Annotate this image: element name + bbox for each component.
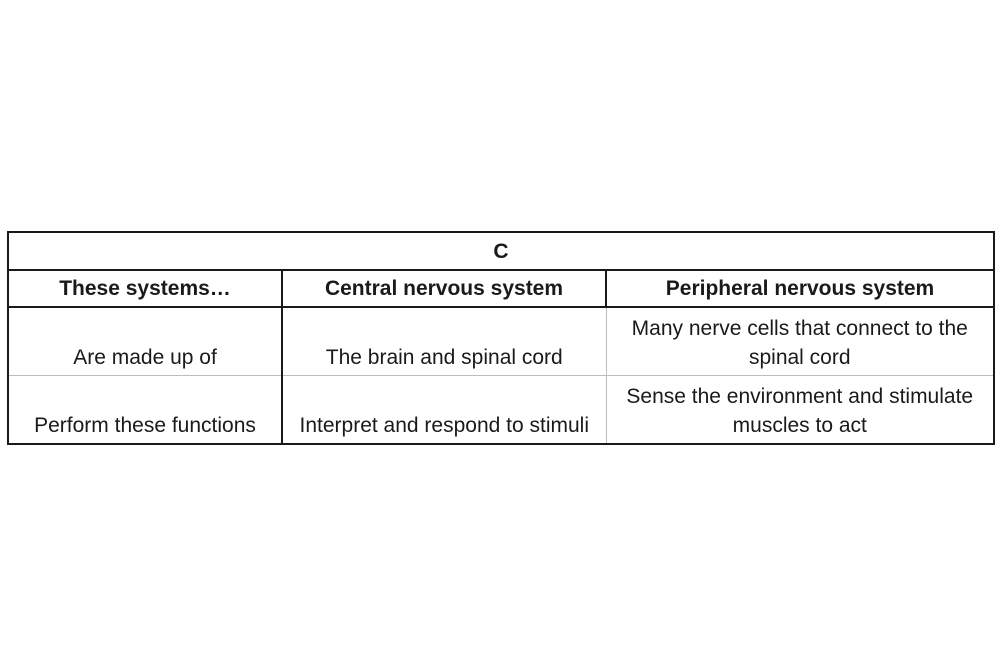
cell-peripheral-made-up-of: Many nerve cells that connect to the spi… [606, 307, 994, 376]
column-header-central: Central nervous system [282, 270, 607, 308]
column-header-systems: These systems… [8, 270, 283, 308]
table-header-row: These systems… Central nervous system Pe… [8, 270, 994, 308]
row-label-made-up-of: Are made up of [8, 307, 283, 376]
table-title: C [8, 232, 994, 271]
table-row: Perform these functions Interpret and re… [8, 375, 994, 444]
cell-central-functions: Interpret and respond to stimuli [282, 375, 607, 444]
cell-central-made-up-of: The brain and spinal cord [282, 307, 607, 376]
nervous-system-comparison-table: C These systems… Central nervous system … [7, 231, 995, 445]
comparison-table-container: C These systems… Central nervous system … [7, 231, 995, 445]
table-title-row: C [8, 232, 994, 271]
cell-peripheral-functions: Sense the environment and stimulate musc… [626, 385, 974, 437]
row-label-functions: Perform these functions [8, 375, 283, 444]
column-header-peripheral: Peripheral nervous system [606, 270, 994, 308]
table-row: Are made up of The brain and spinal cord… [8, 307, 994, 376]
